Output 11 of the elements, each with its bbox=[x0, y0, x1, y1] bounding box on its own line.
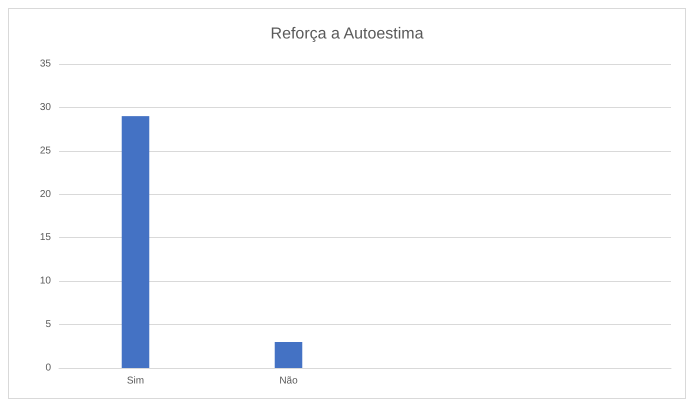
y-tick-label: 15 bbox=[40, 232, 52, 244]
x-tick-label: Não bbox=[279, 376, 298, 386]
y-tick-label: 10 bbox=[40, 276, 52, 287]
chart-title: Reforça a Autoestima bbox=[270, 26, 424, 42]
y-tick-label: 20 bbox=[40, 188, 52, 200]
y-tick-label: 35 bbox=[40, 58, 52, 70]
y-tick-label: 30 bbox=[40, 102, 52, 113]
y-tick-label: 0 bbox=[45, 362, 52, 374]
x-tick-label: Sim bbox=[126, 376, 144, 386]
y-tick-label: 25 bbox=[40, 145, 52, 156]
y-tick-label: 5 bbox=[45, 319, 52, 330]
